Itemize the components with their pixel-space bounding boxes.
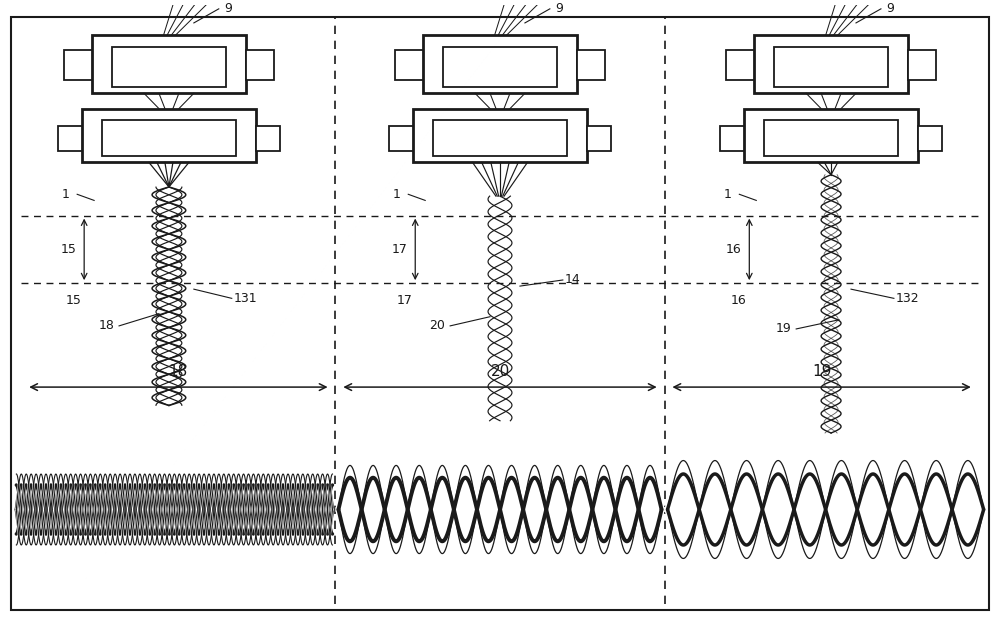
Bar <box>918 125 942 151</box>
Text: 16: 16 <box>731 294 746 307</box>
Text: 1: 1 <box>723 188 731 201</box>
Bar <box>744 109 918 163</box>
Bar <box>389 125 413 151</box>
Text: 14: 14 <box>565 274 581 287</box>
Text: 1: 1 <box>61 188 69 201</box>
Bar <box>908 51 936 80</box>
Text: 19: 19 <box>775 323 791 336</box>
Text: 132: 132 <box>896 292 920 305</box>
Bar <box>256 125 280 151</box>
Bar <box>443 48 557 87</box>
Bar <box>423 35 577 93</box>
Text: 17: 17 <box>391 243 407 256</box>
Text: 9: 9 <box>224 2 232 15</box>
Text: 15: 15 <box>60 243 76 256</box>
Bar <box>82 109 256 163</box>
Text: 15: 15 <box>65 294 81 307</box>
Text: 17: 17 <box>396 294 412 307</box>
Bar <box>587 125 611 151</box>
Text: 16: 16 <box>726 243 741 256</box>
Bar <box>720 125 744 151</box>
Bar <box>577 51 605 80</box>
Bar <box>433 120 567 156</box>
Text: 20: 20 <box>490 364 510 379</box>
Bar <box>92 35 246 93</box>
Text: 19: 19 <box>812 364 831 379</box>
Text: 1: 1 <box>392 188 400 201</box>
Bar <box>774 48 888 87</box>
Bar <box>395 51 423 80</box>
Text: 18: 18 <box>169 364 188 379</box>
Bar <box>726 51 754 80</box>
Bar <box>64 51 92 80</box>
Bar <box>413 109 587 163</box>
Bar <box>754 35 908 93</box>
Bar <box>764 120 898 156</box>
Bar <box>246 51 274 80</box>
Bar <box>112 48 226 87</box>
Text: 18: 18 <box>98 320 114 332</box>
Text: 131: 131 <box>234 292 257 305</box>
Text: 9: 9 <box>555 2 563 15</box>
Bar <box>58 125 82 151</box>
Text: 9: 9 <box>886 2 894 15</box>
Text: 20: 20 <box>429 320 445 332</box>
Bar <box>102 120 236 156</box>
